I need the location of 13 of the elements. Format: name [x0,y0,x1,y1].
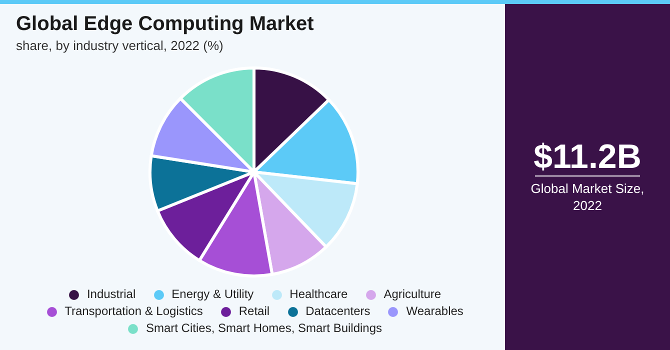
legend-label: Agriculture [384,287,442,302]
legend-label: Wearables [406,304,464,319]
legend-label: Datacenters [306,304,370,319]
text: Global Market Size, 2022 [530,180,646,214]
chart-title: Global Edge Computing Market [16,13,314,35]
legend-label: Smart Cities, Smart Homes, Smart Buildings [146,321,382,336]
legend-label: Energy & Utility [172,287,254,302]
legend-label: Retail [238,304,270,319]
legend-label: Transportation & Logistics [64,304,203,319]
text: $11.2B [534,138,642,176]
legend-label: Healthcare [290,287,348,302]
legend-label: Industrial [86,287,136,302]
chart-subtitle: share, by industry vertical, 2022 (%) [16,38,224,53]
